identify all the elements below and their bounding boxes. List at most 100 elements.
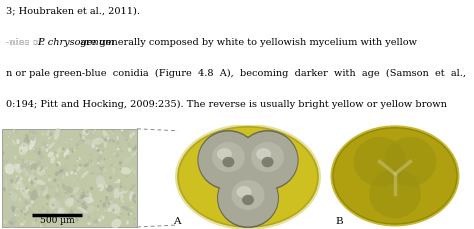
Ellipse shape [90,159,92,163]
Ellipse shape [103,130,109,140]
Ellipse shape [104,138,107,141]
Ellipse shape [26,189,30,194]
Ellipse shape [97,205,99,208]
Ellipse shape [34,183,37,187]
Ellipse shape [53,178,57,182]
Ellipse shape [25,134,29,139]
Ellipse shape [57,185,59,186]
Ellipse shape [116,148,120,150]
Ellipse shape [78,207,88,214]
Ellipse shape [61,141,73,144]
Text: 500 µm: 500 µm [40,216,74,225]
Ellipse shape [96,147,98,149]
Ellipse shape [112,168,115,172]
Ellipse shape [62,147,64,150]
Ellipse shape [75,165,77,167]
Ellipse shape [104,203,105,204]
Ellipse shape [237,130,299,190]
Ellipse shape [46,203,48,205]
Ellipse shape [65,155,67,157]
Ellipse shape [49,216,50,217]
Ellipse shape [55,171,58,176]
Ellipse shape [97,149,100,152]
Ellipse shape [132,132,135,135]
Ellipse shape [52,204,55,206]
Ellipse shape [35,219,37,221]
Ellipse shape [54,142,55,144]
Ellipse shape [92,191,93,192]
Ellipse shape [18,213,19,216]
Ellipse shape [46,132,49,136]
Ellipse shape [86,135,88,137]
Ellipse shape [70,171,73,175]
Ellipse shape [28,129,32,133]
Ellipse shape [21,182,23,184]
Ellipse shape [72,149,74,153]
Ellipse shape [71,195,73,197]
Ellipse shape [117,142,120,145]
Ellipse shape [110,203,120,214]
Ellipse shape [19,142,28,155]
Ellipse shape [102,202,106,208]
Ellipse shape [91,172,94,175]
Ellipse shape [80,165,81,166]
Ellipse shape [91,143,95,148]
Ellipse shape [42,207,45,210]
Ellipse shape [24,218,26,220]
Ellipse shape [37,189,38,190]
Ellipse shape [69,148,72,150]
Ellipse shape [76,160,78,162]
Ellipse shape [59,208,69,218]
Ellipse shape [41,132,45,135]
Ellipse shape [105,196,108,200]
Ellipse shape [22,159,25,163]
Ellipse shape [56,153,59,158]
Ellipse shape [72,210,73,212]
Ellipse shape [109,176,112,179]
Ellipse shape [222,157,235,167]
Ellipse shape [99,139,104,144]
Ellipse shape [98,177,101,180]
Ellipse shape [44,221,46,223]
Ellipse shape [13,177,22,189]
Ellipse shape [18,198,21,201]
Text: 0:194; Pitt and Hocking, 2009:235). The reverse is usually bright yellow or yell: 0:194; Pitt and Hocking, 2009:235). The … [6,100,447,109]
Ellipse shape [36,180,46,185]
Ellipse shape [114,182,117,183]
Ellipse shape [81,130,86,135]
Ellipse shape [23,145,25,147]
Ellipse shape [9,132,11,134]
Ellipse shape [79,133,84,142]
Ellipse shape [25,201,28,205]
Ellipse shape [10,179,13,183]
Ellipse shape [97,208,99,212]
Ellipse shape [121,129,129,138]
Ellipse shape [128,148,131,152]
Ellipse shape [16,175,17,177]
Ellipse shape [54,128,60,140]
Ellipse shape [71,139,73,140]
Ellipse shape [231,180,264,210]
Ellipse shape [24,212,27,216]
Ellipse shape [9,194,11,195]
Ellipse shape [212,142,245,172]
Ellipse shape [178,127,318,227]
Ellipse shape [46,167,47,169]
Ellipse shape [16,207,19,210]
Ellipse shape [101,136,103,139]
Ellipse shape [97,172,102,181]
Ellipse shape [30,180,34,185]
Ellipse shape [384,137,437,186]
Ellipse shape [126,203,129,206]
Ellipse shape [22,190,25,191]
Ellipse shape [27,210,28,213]
Ellipse shape [103,167,106,172]
Ellipse shape [87,215,90,220]
Ellipse shape [55,188,59,193]
Text: B: B [335,217,343,226]
Ellipse shape [70,210,73,212]
Ellipse shape [100,151,102,154]
Ellipse shape [114,181,122,188]
Ellipse shape [58,163,61,166]
Ellipse shape [6,171,8,173]
